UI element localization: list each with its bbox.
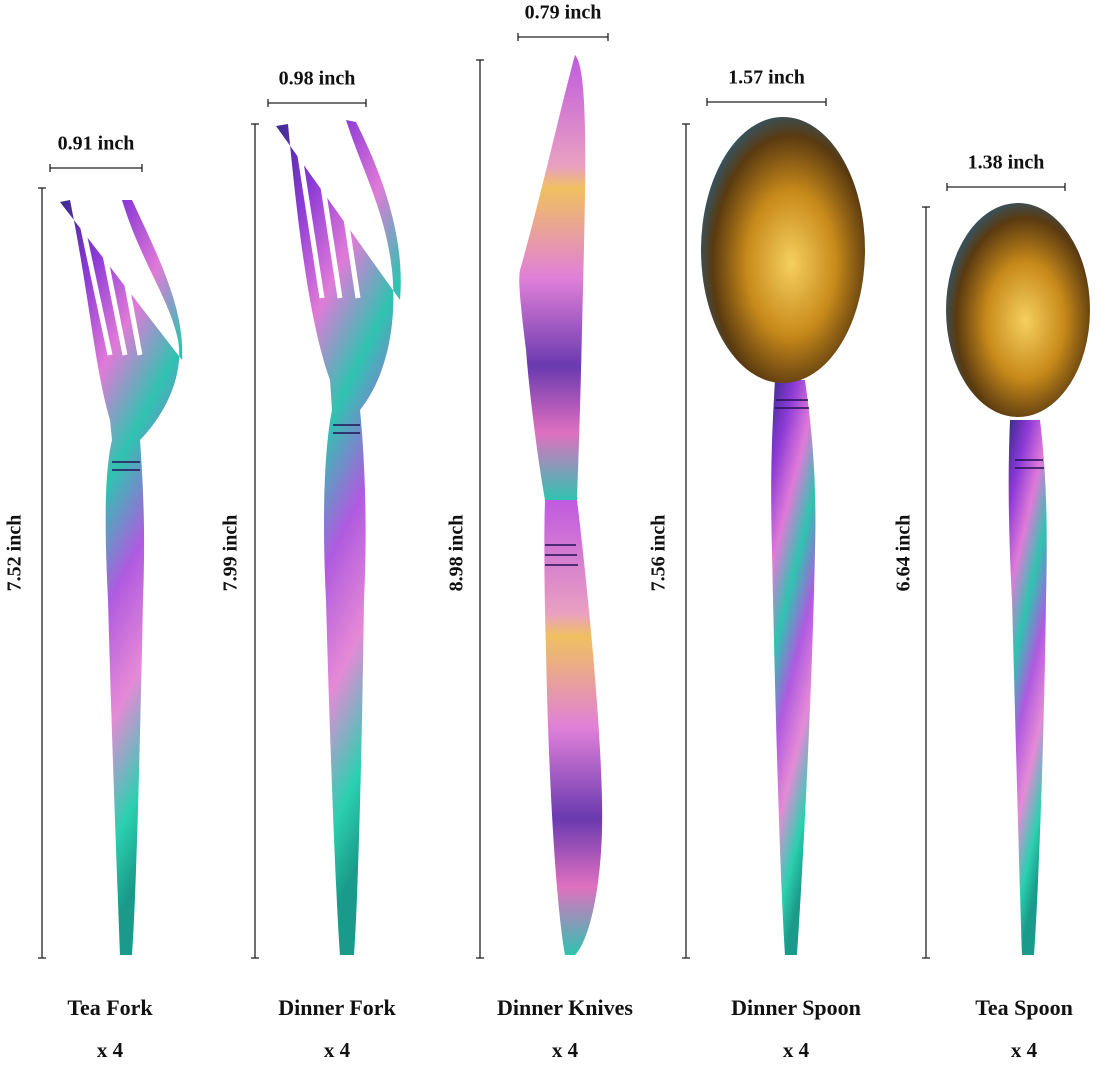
labels: 0.91 inch 7.52 inch Tea Fork x 4 0.98 inch 7.… [4, 2, 1073, 1062]
length-label: 6.64 inch [893, 515, 915, 592]
dinner-knife [519, 55, 603, 955]
item-name: Dinner Knives [497, 995, 633, 1020]
item-name: Dinner Fork [278, 995, 396, 1020]
width-label: 0.79 inch [525, 2, 602, 24]
dinner-fork [276, 120, 401, 955]
tea-spoon [946, 203, 1090, 955]
width-label: 1.57 inch [728, 67, 805, 89]
width-label: 1.38 inch [968, 152, 1045, 174]
length-label: 7.56 inch [648, 515, 670, 592]
width-label: 0.98 inch [279, 68, 356, 90]
item-name: Tea Fork [67, 995, 153, 1020]
tea-fork [60, 200, 183, 955]
item-name: Dinner Spoon [731, 995, 861, 1020]
length-label: 7.99 inch [220, 515, 242, 592]
item-quantity: x 4 [552, 1038, 579, 1062]
item-quantity: x 4 [324, 1038, 351, 1062]
item-quantity: x 4 [1011, 1038, 1038, 1062]
item-quantity: x 4 [783, 1038, 810, 1062]
dinner-spoon [701, 117, 865, 955]
item-quantity: x 4 [97, 1038, 124, 1062]
width-label: 0.91 inch [58, 133, 135, 155]
item-name: Tea Spoon [975, 995, 1073, 1020]
length-label: 7.52 inch [4, 515, 26, 592]
length-label: 8.98 inch [446, 515, 468, 592]
